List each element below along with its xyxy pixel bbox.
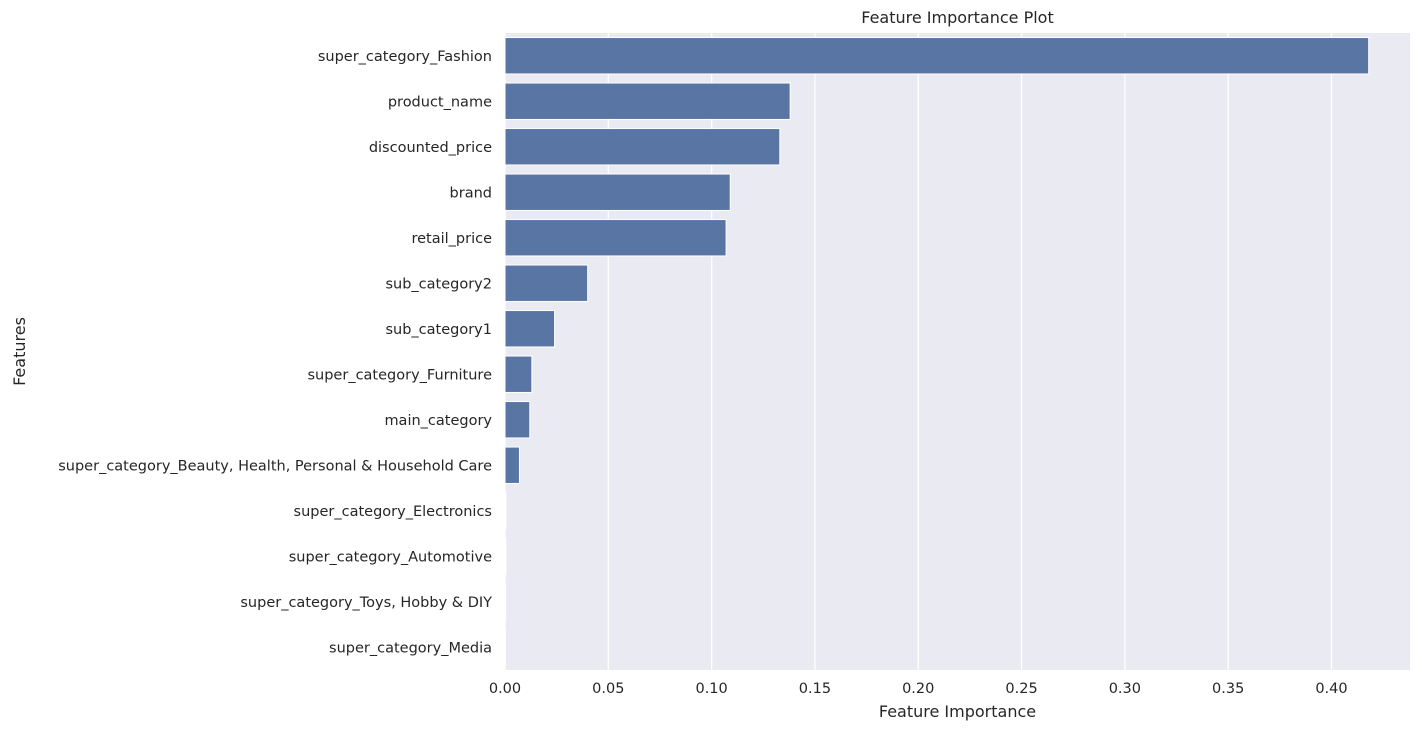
bar-5: [504, 264, 589, 302]
y-tick-label-7: super_category_Furniture: [307, 367, 492, 383]
bar-1: [504, 82, 791, 120]
y-tick-label-11: super_category_Automotive: [289, 549, 492, 565]
x-tick-label-0.40: 0.40: [1315, 681, 1347, 697]
bar-10: [504, 492, 507, 530]
x-tick-label-0.15: 0.15: [799, 681, 831, 697]
x-tick-label-0.00: 0.00: [489, 681, 521, 697]
bar-6: [504, 310, 556, 348]
y-tick-label-8: main_category: [384, 413, 492, 429]
x-tick-label-0.05: 0.05: [592, 681, 624, 697]
x-tick-label-0.10: 0.10: [695, 681, 727, 697]
x-axis-label: Feature Importance: [879, 702, 1036, 721]
y-tick-label-0: super_category_Fashion: [318, 49, 492, 65]
bar-2: [504, 128, 781, 166]
bar-8: [504, 401, 531, 439]
y-tick-label-6: sub_category1: [385, 322, 492, 338]
bar-7: [504, 355, 533, 393]
bar-11: [504, 537, 507, 575]
y-tick-label-5: sub_category2: [385, 276, 492, 292]
chart-title: Feature Importance Plot: [861, 8, 1053, 27]
y-tick-label-9: super_category_Beauty, Health, Personal …: [58, 458, 492, 474]
y-tick-label-12: super_category_Toys, Hobby & DIY: [240, 595, 492, 611]
bar-3: [504, 173, 731, 211]
x-tick-label-0.30: 0.30: [1109, 681, 1141, 697]
bar-4: [504, 219, 727, 257]
bar-12: [504, 583, 507, 621]
y-tick-label-1: product_name: [388, 94, 492, 110]
x-tick-label-0.35: 0.35: [1212, 681, 1244, 697]
bar-9: [504, 446, 520, 484]
y-tick-label-10: super_category_Electronics: [294, 504, 492, 520]
x-tick-labels: 0.00 0.05 0.10 0.15 0.20 0.25 0.30 0.35 0.40: [489, 681, 1348, 697]
x-tick-label-0.20: 0.20: [902, 681, 934, 697]
y-tick-label-3: brand: [450, 185, 492, 201]
y-tick-label-4: retail_price: [411, 231, 492, 247]
y-axis-label: Features: [10, 317, 29, 386]
y-tick-label-13: super_category_Media: [329, 640, 492, 656]
y-tick-labels: super_category_Fashion product_namediscou…: [58, 49, 492, 657]
x-tick-label-0.25: 0.25: [1005, 681, 1037, 697]
y-tick-label-2: discounted_price: [369, 140, 492, 156]
bar-0: [504, 37, 1370, 75]
bars: [504, 37, 1370, 666]
